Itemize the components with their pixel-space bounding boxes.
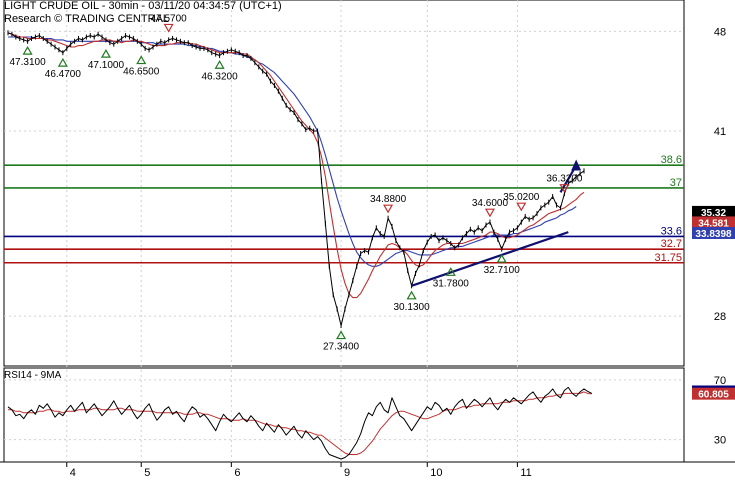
rsi-y-tick-label: 30 (714, 435, 726, 447)
price-badge-bg (692, 226, 735, 239)
pivot-low-marker (57, 57, 68, 67)
pivot-low-label: 32.7100 (484, 265, 521, 276)
level-label-31.75: 31.75 (654, 252, 682, 264)
pivot-low-label: 47.1000 (88, 60, 125, 71)
rsi-ma-line (8, 391, 592, 455)
forecast-arrow-head (571, 159, 582, 171)
pivot-high-marker (559, 184, 570, 193)
ma-fast-line (7, 32, 585, 299)
pivot-low-label: 30.1300 (394, 302, 431, 313)
price-badge-label: 33.8398 (695, 229, 732, 240)
rsi-badge-label: 60.805 (698, 390, 729, 401)
pivot-low-label: 46.3200 (202, 71, 239, 82)
pivot-high-label: 34.6000 (472, 198, 509, 209)
level-label-37: 37 (670, 177, 682, 189)
time-tick-label: 10 (430, 467, 442, 479)
time-tick-label: 6 (234, 467, 240, 479)
pivot-high-label: 34.8800 (370, 194, 407, 205)
price-plot-frame (3, 0, 685, 367)
pivot-low-marker (136, 55, 147, 65)
pivot-low-marker (22, 45, 33, 55)
time-tick-label: 5 (144, 467, 150, 479)
time-tick-label: 9 (344, 467, 350, 479)
price-y-tick-label: 41 (714, 126, 726, 138)
pivot-low-label: 46.6500 (123, 67, 160, 78)
rsi-plot-frame (3, 367, 685, 463)
pivot-high-marker (484, 208, 495, 218)
price-y-tick-label: 28 (714, 311, 726, 323)
pivot-high-label: 47.5700 (151, 13, 188, 24)
price-badge-label: 34.581 (698, 218, 729, 229)
rsi-panel-title: RSI14 - 9MA (4, 370, 62, 381)
pivot-low-marker (496, 253, 507, 263)
pivot-high-marker (516, 202, 527, 212)
pivot-low-label: 31.7800 (433, 278, 470, 289)
price-badge-label: 35.32 (701, 208, 726, 219)
pivot-high-label: 35.0200 (503, 192, 540, 203)
pivot-low-marker (214, 60, 225, 69)
pivot-low-label: 27.3400 (323, 342, 360, 353)
rsi-badge-bg (692, 387, 735, 400)
rsi-line (7, 386, 593, 460)
level-label-33.6: 33.6 (661, 225, 682, 237)
pivot-low-marker (336, 330, 347, 340)
pivot-high-marker (163, 23, 174, 33)
pivot-high-label: 36.3200 (546, 174, 583, 185)
price-badge-bg (692, 205, 735, 218)
time-tick-label: 11 (520, 467, 531, 479)
level-label-32.7: 32.7 (661, 238, 682, 250)
pivot-low-label: 47.3100 (10, 57, 47, 68)
ma-slow-line (8, 36, 577, 267)
price-badge-bg (692, 216, 735, 229)
level-label-38.6: 38.6 (661, 154, 682, 166)
chart-credit: Research © TRADING CENTRAL (4, 13, 169, 25)
time-tick-label: 4 (70, 467, 76, 479)
support-trendline (411, 231, 569, 287)
chart-title: LIGHT CRUDE OIL - 30min - 03/11/20 04:34… (4, 0, 282, 12)
rsi-y-tick-label: 70 (714, 375, 726, 387)
pivot-high-marker (383, 204, 394, 214)
pivot-low-label: 46.4700 (45, 69, 82, 80)
pivot-low-marker (100, 48, 111, 58)
price-y-tick-label: 48 (714, 26, 726, 38)
pivot-low-marker (445, 267, 456, 276)
price-line (7, 32, 585, 327)
pivot-low-marker (406, 290, 417, 300)
